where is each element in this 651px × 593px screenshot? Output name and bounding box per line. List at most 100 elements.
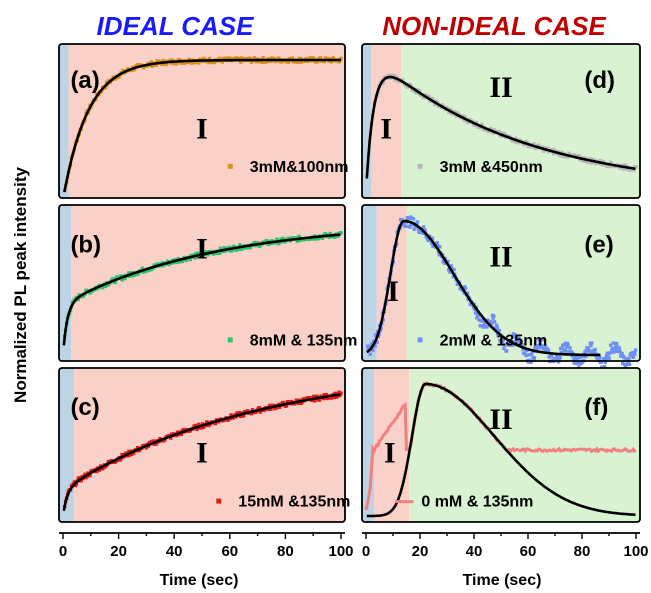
data-point [317,398,322,402]
region-green [401,44,640,198]
data-point [608,160,613,164]
data-point [492,314,496,318]
data-point [130,452,134,457]
data-point [140,266,145,270]
data-point [514,136,518,140]
data-point [610,346,615,351]
data-point [480,318,485,323]
data-point [622,355,626,360]
x-axis-title-right: Time (sec) [463,572,542,589]
x-tick-label: 60 [221,543,238,560]
data-point [170,58,175,62]
data-point [415,91,419,95]
data-point [623,365,628,369]
data-point [392,73,396,78]
data-point [269,407,273,411]
data-point [258,410,262,414]
data-point [572,361,576,365]
data-point [281,401,286,405]
data-point [571,351,575,355]
data-point [149,267,153,272]
legend-swatch [227,337,233,343]
data-point [321,396,326,401]
data-point [178,61,183,65]
x-tick-label: 60 [520,543,537,560]
data-point [415,220,420,224]
region-label: II [489,403,512,436]
data-point [561,343,566,347]
data-point [475,313,480,317]
data-point [174,62,179,66]
data-point [627,356,631,361]
data-point [500,339,505,344]
data-point [154,63,158,68]
data-point [577,154,581,158]
x-tick-label: 40 [466,543,483,560]
data-point [473,123,478,127]
data-point [154,442,158,446]
data-point [238,411,242,415]
data-point [627,362,632,367]
data-point [430,241,434,246]
data-point [299,60,303,64]
data-point [576,361,580,365]
data-point [614,344,618,348]
data-point [550,354,554,359]
data-point [228,56,232,61]
region-red [374,368,410,522]
data-point [120,452,124,457]
data-point [88,291,92,295]
data-point [573,355,577,359]
data-point [237,56,241,61]
data-point [180,259,185,264]
panels: (a) I 3mM&100nm (b) I 8mM & 135nm (c) I 15mM &13… [58,43,641,523]
x-tick-label: 0 [59,543,67,560]
data-point [229,413,233,417]
data-point [624,167,629,171]
data-point [492,128,496,132]
x-tick-label: 20 [110,543,127,560]
data-point [287,400,292,404]
data-point [618,350,622,354]
data-point [430,236,435,240]
data-point [298,56,302,61]
data-point [502,132,507,136]
data-point [565,345,569,349]
x-tick-label: 80 [277,543,294,560]
data-point [586,346,591,350]
data-point [151,439,155,443]
data-point [175,430,180,434]
panel-label: (d) [584,67,615,94]
data-point [559,350,564,355]
data-point [621,361,625,366]
fit-curve [62,233,341,346]
data-point [587,349,592,354]
data-point [284,404,289,408]
data-point [495,325,499,329]
data-point [468,302,472,307]
data-point [540,145,545,149]
data-point [113,280,117,285]
data-point [184,258,188,263]
data-point [273,406,277,411]
x-axis: 0 20 40 60 80 100 [362,532,649,560]
data-point [296,60,300,64]
data-point [463,286,468,291]
data-point [179,432,184,437]
data-point [169,58,173,62]
data-point [88,473,92,477]
panel-frame [58,43,346,199]
data-point [427,94,431,99]
data-point [162,58,166,63]
data-point [312,394,316,399]
data-point [117,75,121,79]
region-blue [59,44,69,198]
region-label: I [387,275,399,308]
data-point [212,60,217,65]
legend-swatch [417,163,423,169]
data-point [211,252,216,256]
data-point [174,260,179,265]
data-point [583,354,588,359]
data-point [496,333,500,337]
